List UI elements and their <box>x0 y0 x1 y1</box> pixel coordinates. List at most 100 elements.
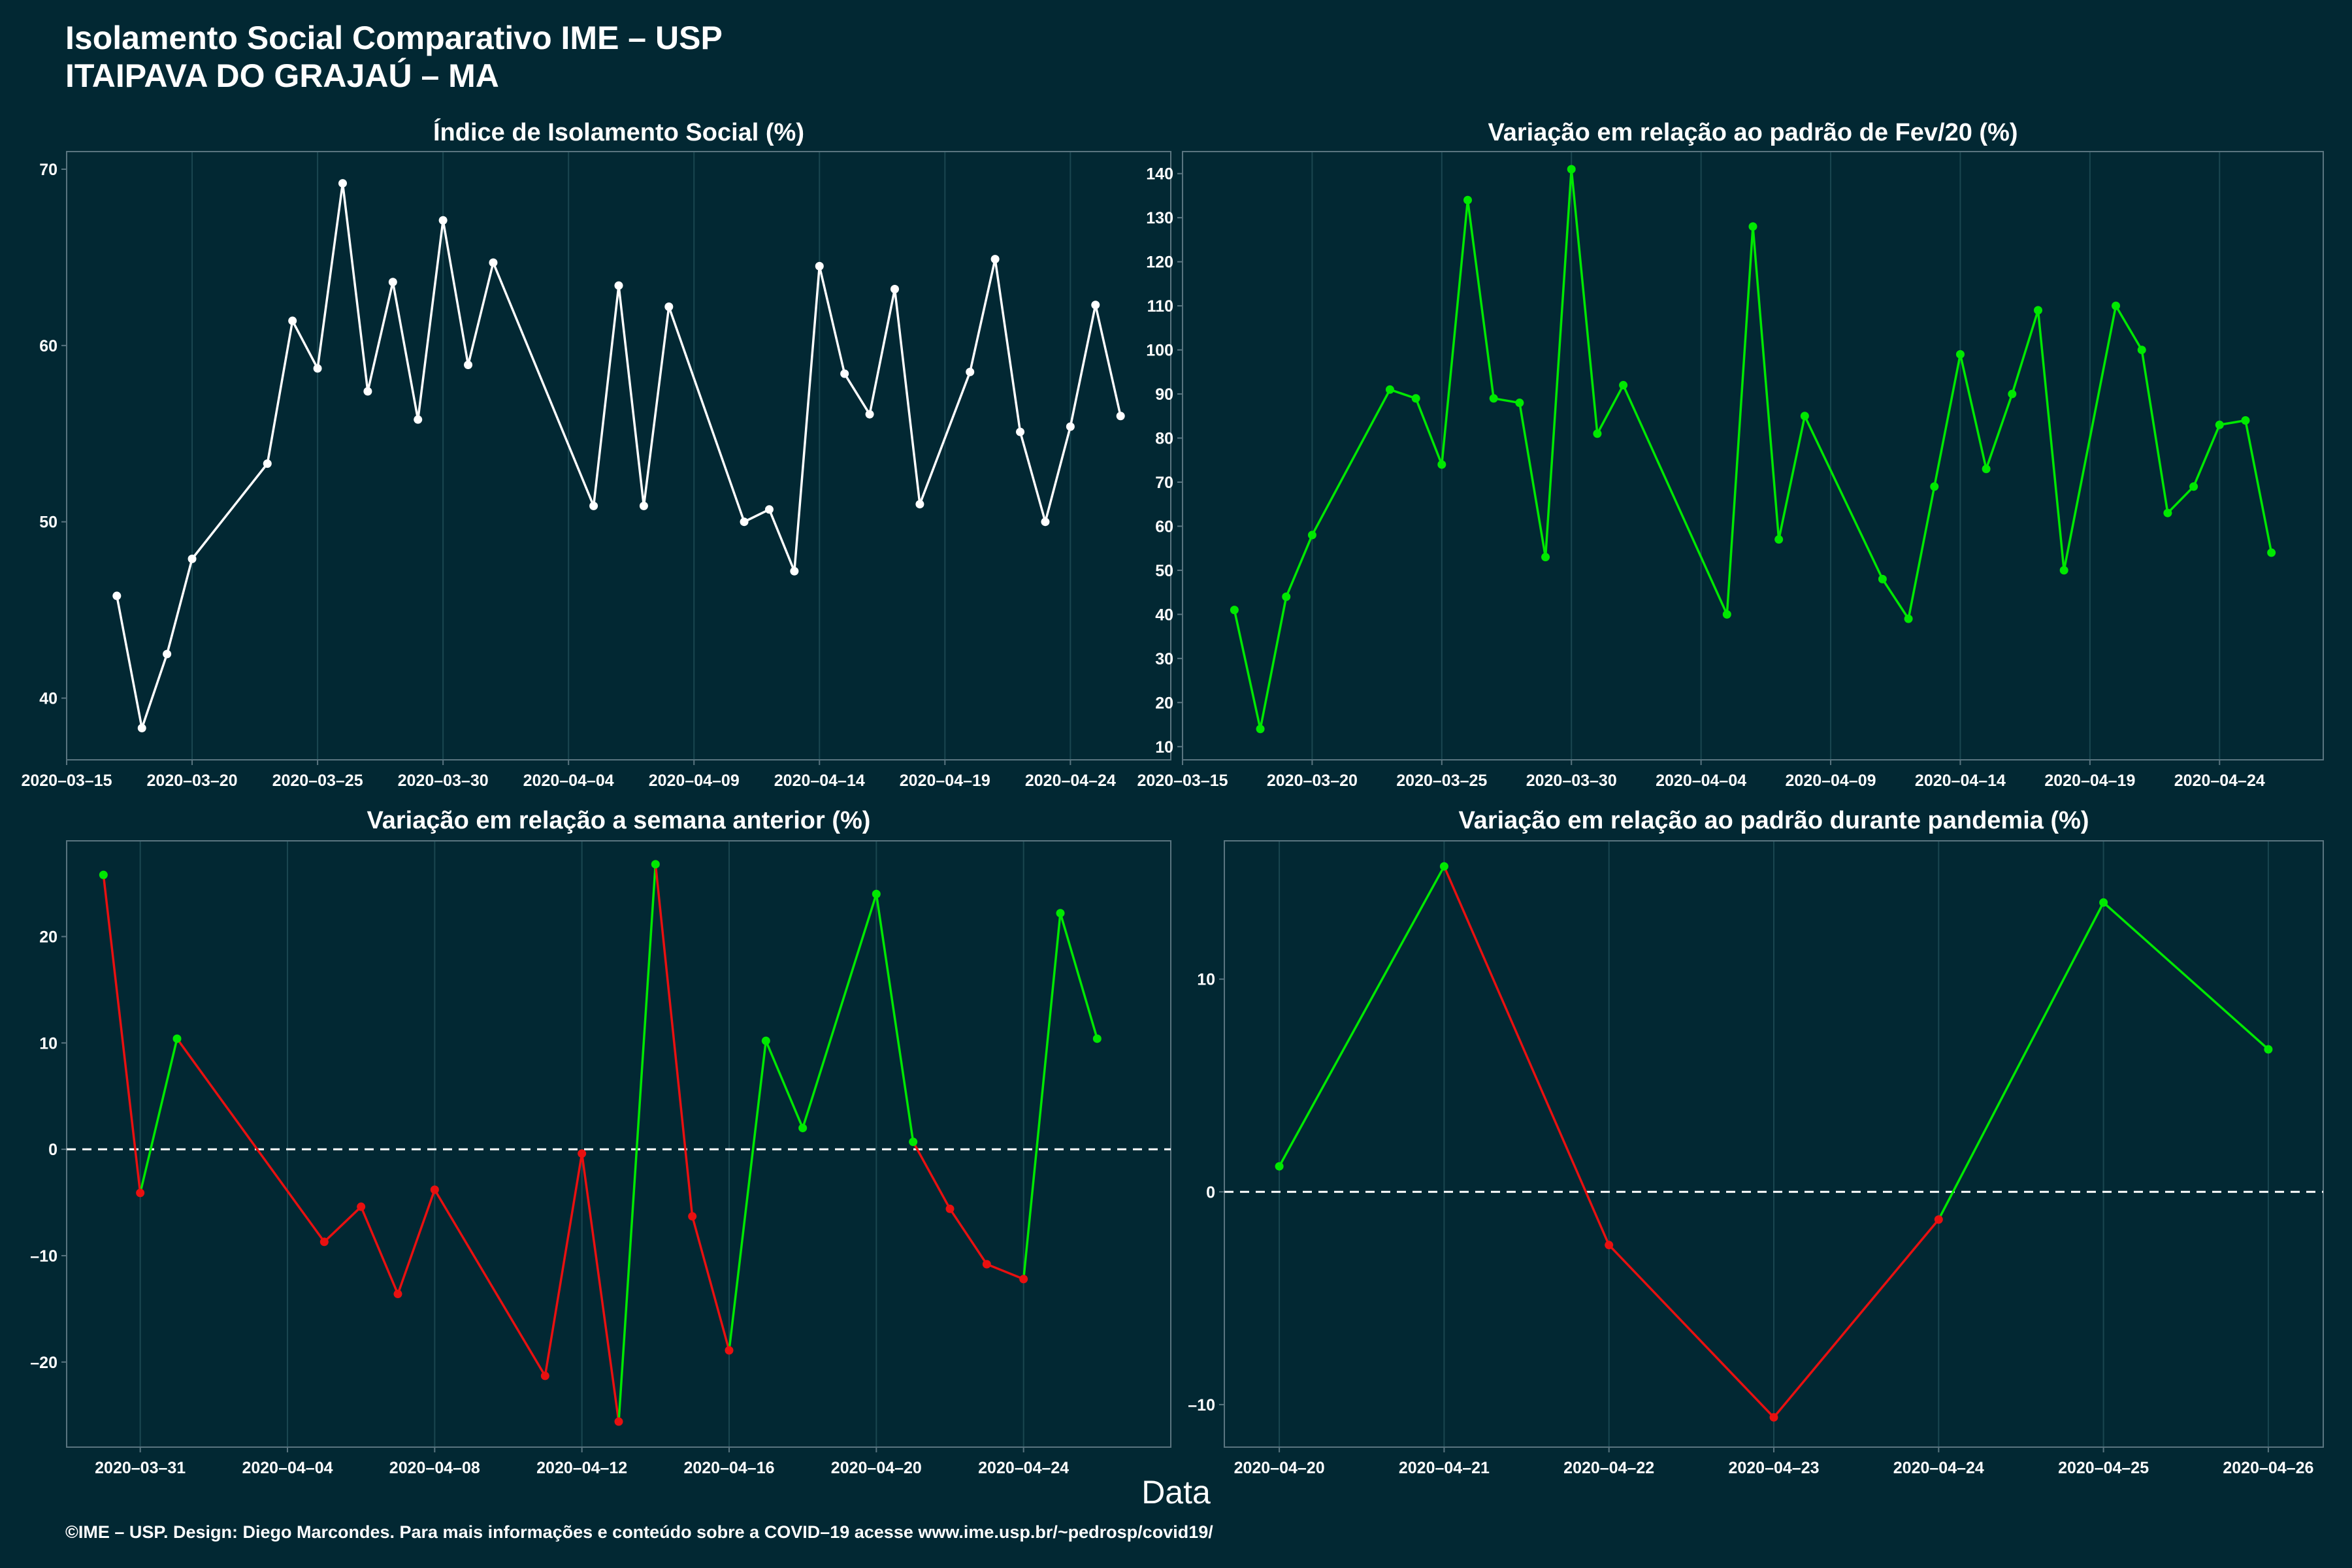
data-point <box>890 284 899 293</box>
y-tick-label: –20 <box>30 1354 57 1372</box>
chart-panel-4: Variação em relação ao padrão durante pa… <box>1188 807 2324 1477</box>
x-tick-label: 2020–04–19 <box>2044 772 2135 790</box>
y-tick-label: 140 <box>1146 165 1173 184</box>
series-segment <box>1233 608 1262 730</box>
data-point <box>1774 535 1784 544</box>
series-segment <box>191 462 269 561</box>
x-tick-label: 2020–03–15 <box>21 772 112 790</box>
data-point <box>438 216 448 225</box>
y-tick-label: 50 <box>39 514 57 532</box>
chart-panel-1: Índice de Isolamento Social (%) 40 50 60 70 2… <box>21 118 1171 790</box>
data-point <box>288 316 297 325</box>
series-segment <box>1985 393 2014 470</box>
series-segment <box>875 892 915 1143</box>
series-segment <box>1937 901 2105 1221</box>
page-subtitle: ITAIPAVA DO GRAJAÚ – MA <box>65 57 499 94</box>
series-segment <box>1518 401 1547 559</box>
x-tick-label: 2020–04–04 <box>1656 772 1746 790</box>
data-point <box>764 505 774 514</box>
x-tick-label: 2020–03–25 <box>272 772 363 790</box>
y-tick-label: 40 <box>39 690 57 708</box>
y-tick-label: 10 <box>39 1034 57 1053</box>
chart-title: Variação em relação ao padrão de Fev/20 … <box>1488 119 2017 146</box>
data-point <box>2241 416 2250 425</box>
x-tick-label: 2020–03–30 <box>398 772 489 790</box>
data-point <box>338 179 347 188</box>
y-tick-label: 60 <box>1155 517 1173 536</box>
data-point <box>489 258 498 267</box>
y-tick-label: 100 <box>1146 342 1173 360</box>
x-tick-label: 2020–04–21 <box>1399 1459 1490 1477</box>
data-point <box>430 1185 439 1194</box>
series-segment <box>266 319 294 465</box>
data-point <box>1016 427 1025 436</box>
series-segment <box>768 508 796 573</box>
series-segment <box>919 370 972 506</box>
y-tick-label: 20 <box>1155 694 1173 712</box>
x-tick-label: 2020–04–26 <box>2223 1459 2313 1477</box>
y-tick-label: 0 <box>1206 1183 1215 1201</box>
series-segment <box>1044 425 1072 523</box>
y-tick-label: 70 <box>1155 474 1173 492</box>
data-point <box>915 500 924 509</box>
x-tick-label: 2020–04–14 <box>1915 772 2006 790</box>
x-tick-label: 2020–04–04 <box>242 1459 333 1477</box>
x-tick-label: 2020–04–20 <box>831 1459 922 1477</box>
chart-panel-2: Variação em relação ao padrão de Fev/20 … <box>1137 119 2324 790</box>
series-segment <box>1596 384 1625 435</box>
data-point <box>172 1034 182 1043</box>
data-point <box>909 1137 918 1147</box>
series-segment <box>391 280 419 421</box>
y-tick-label: 70 <box>39 161 57 179</box>
data-point <box>540 1371 549 1380</box>
y-tick-label: 50 <box>1155 562 1173 580</box>
series-segment <box>1570 168 1599 435</box>
series-segment <box>592 284 620 508</box>
y-tick-label: 30 <box>1155 650 1173 668</box>
data-point <box>1904 614 1913 623</box>
data-point <box>1307 531 1316 540</box>
y-tick-label: 20 <box>39 928 57 947</box>
data-point <box>1041 517 1050 527</box>
series-segment <box>433 1188 547 1377</box>
series-segment <box>1907 485 1936 620</box>
series-segment <box>1284 534 1314 598</box>
data-point <box>1439 862 1448 871</box>
series-segment <box>1933 353 1962 488</box>
series-segment <box>2218 419 2247 427</box>
series-segment <box>617 863 657 1423</box>
data-point <box>2034 306 2042 315</box>
series-segment <box>642 305 670 508</box>
series-segment <box>544 1152 583 1377</box>
data-point <box>2163 508 2172 517</box>
data-point <box>188 554 197 563</box>
x-tick-label: 2020–03–20 <box>1267 772 1358 790</box>
series-segment <box>1803 415 1884 581</box>
y-tick-label: 80 <box>1155 430 1173 448</box>
data-point <box>1934 1215 1943 1224</box>
x-tick-label: 2020–03–20 <box>147 772 238 790</box>
series-segment <box>617 284 645 508</box>
data-point <box>798 1124 808 1133</box>
series-segment <box>397 1188 436 1296</box>
series-segment <box>2011 309 2040 395</box>
data-point <box>725 1346 734 1355</box>
data-point <box>1066 422 1075 431</box>
series-segment <box>2244 419 2273 554</box>
data-point <box>1955 350 1965 359</box>
series-segment <box>2036 309 2065 572</box>
series-segment <box>1752 225 1780 541</box>
series-segment <box>1492 397 1521 404</box>
data-point <box>1567 165 1576 174</box>
data-point <box>578 1149 587 1158</box>
series-segment <box>691 1215 730 1352</box>
data-point <box>99 870 108 879</box>
series-segment <box>116 595 143 730</box>
y-tick-label: 90 <box>1155 385 1173 404</box>
data-point <box>865 410 874 419</box>
series-segment <box>654 863 694 1218</box>
series-segment <box>1607 1243 1775 1419</box>
x-tick-label: 2020–04–14 <box>774 772 865 790</box>
data-point <box>1515 399 1524 408</box>
y-tick-label: 10 <box>1155 738 1173 757</box>
